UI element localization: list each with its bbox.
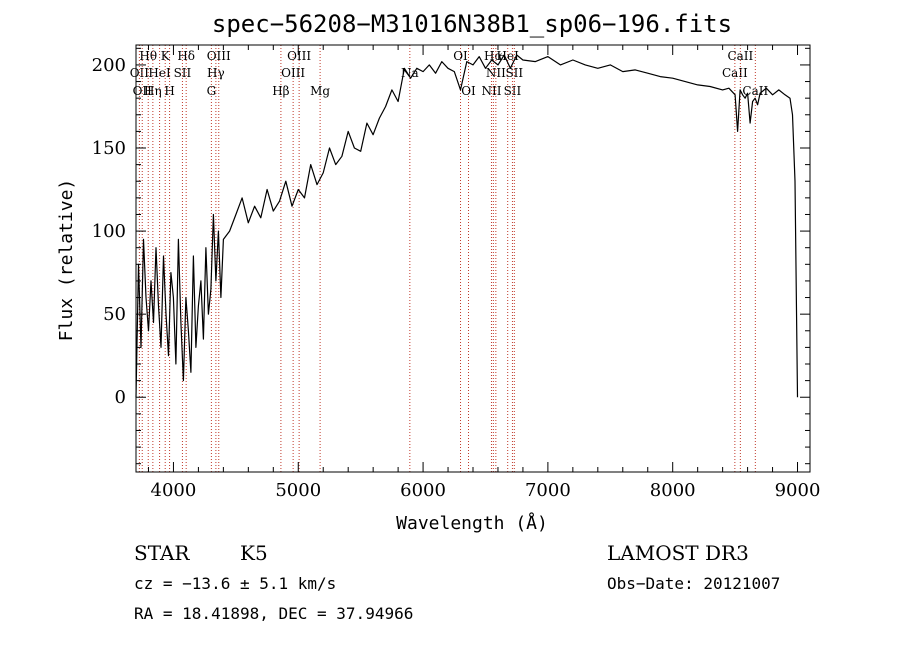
x-tick-label: 6000 [400, 480, 446, 501]
line-label-9: G [207, 84, 217, 98]
line-label-14: OIII [287, 49, 311, 63]
line-label-26: CaII [727, 49, 753, 63]
line-label-1: OII [133, 84, 153, 98]
coordinates-readout: RA = 18.41898, DEC = 37.94966 [134, 604, 414, 623]
line-label-11: OIII [207, 49, 231, 63]
line-label-8: Hδ [177, 49, 195, 63]
chart-title: spec−56208−M31016N38B1_sp06−196.fits [212, 10, 732, 38]
y-tick-label: 200 [92, 55, 126, 76]
survey-name: LAMOST DR3 [607, 541, 749, 565]
line-label-4: HeI [148, 66, 171, 80]
x-tick-label: 5000 [275, 480, 321, 501]
line-label-5: K [161, 49, 171, 63]
observation-date: Obs−Date: 20121007 [607, 574, 781, 593]
line-label-10: Hγ [207, 66, 225, 80]
line-label-2: Hθ [139, 49, 157, 63]
x-tick-label: 9000 [775, 480, 821, 501]
y-axis-label: Flux (relative) [56, 179, 77, 342]
line-label-21: NII [486, 66, 506, 80]
line-label-27: CaII [742, 84, 768, 98]
line-label-17: OI [453, 49, 468, 63]
line-label-7: SII [174, 66, 192, 80]
y-tick-label: 150 [92, 138, 126, 159]
line-label-13: OIII [281, 66, 305, 80]
spectral-line-markers: OIIOIIHθHηHeIKHSIIHδGHγOIIIHβOIIIOIIIMgN… [130, 45, 768, 472]
y-tick-label: 100 [92, 221, 126, 242]
x-tick-label: 7000 [525, 480, 571, 501]
x-tick-label: 8000 [650, 480, 696, 501]
plot-frame [135, 44, 811, 473]
line-label-25: CaII [722, 66, 748, 80]
line-label-24: SII [505, 66, 523, 80]
line-label-6: H [164, 84, 174, 98]
line-label-18: OI [461, 84, 476, 98]
x-axis-label: Wavelength (Å) [396, 512, 548, 534]
line-label-20: Hα [484, 49, 503, 63]
line-label-19: NII [481, 84, 501, 98]
redshift-readout: cz = −13.6 ± 5.1 km/s [134, 574, 337, 593]
line-label-0: OII [130, 66, 150, 80]
line-label-23: SII [504, 84, 522, 98]
x-tick-label: 4000 [151, 480, 197, 501]
plot-axes: 4000 5000 6000 7000 8000 9000 0 50 100 150 200 [92, 44, 821, 501]
y-tick-label: 50 [103, 304, 126, 325]
line-label-15: Mg [310, 84, 330, 98]
line-label-3: Hη [144, 84, 162, 98]
line-label-22: HeI [497, 49, 520, 63]
y-tick-label: 0 [115, 387, 126, 408]
spectrum-line [135, 54, 799, 398]
object-class: STAR [134, 541, 190, 565]
line-label-12: Hβ [272, 84, 289, 98]
spectral-subclass: K5 [240, 541, 268, 565]
spectrum-series [135, 54, 799, 398]
